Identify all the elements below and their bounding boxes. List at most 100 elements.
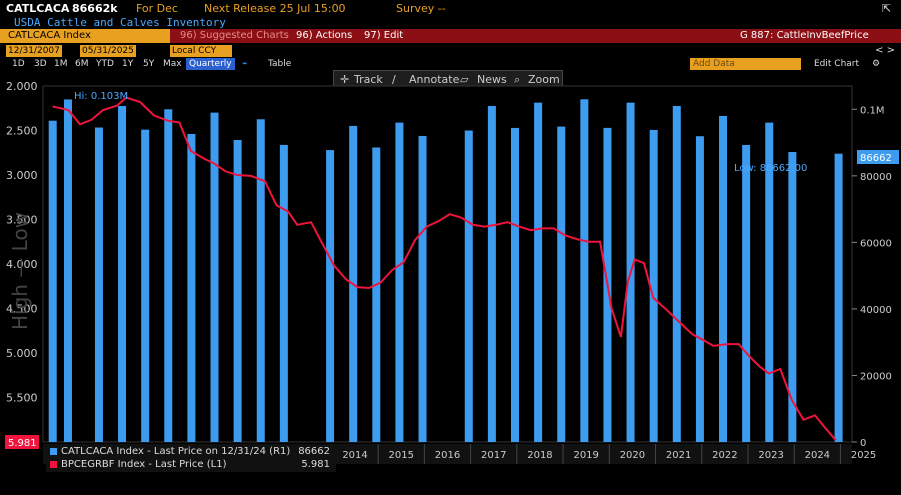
x-tick-7: 2015	[389, 450, 414, 461]
right-tick-3: 40000	[860, 305, 892, 316]
right-tick-5: 0	[860, 438, 866, 449]
x-tick-12: 2020	[620, 450, 645, 461]
chart-type-icon[interactable]: ⌁	[242, 59, 248, 69]
currency-select[interactable]: Local CCY	[170, 45, 232, 57]
table-button[interactable]: Table	[268, 59, 292, 69]
range-3d[interactable]: 3D	[34, 59, 47, 69]
period-label: For Dec	[136, 2, 178, 15]
x-tick-13: 2021	[666, 450, 691, 461]
command-bar: CATLCACA Index 96) Suggested Charts 96) …	[0, 29, 901, 43]
x-tick-6: 2014	[342, 450, 367, 461]
graph-title[interactable]: G 887: CattleInvBeefPrice	[740, 30, 869, 41]
edit-chart-button[interactable]: Edit Chart	[814, 59, 860, 69]
bar-2	[94, 127, 103, 442]
range-1d[interactable]: 1D	[12, 59, 25, 69]
bar-20	[557, 126, 566, 442]
bar-15	[418, 135, 427, 442]
bar-11	[326, 150, 335, 442]
survey-label: Survey --	[396, 2, 446, 15]
legend-value-beef: 5.981	[301, 459, 330, 470]
next-release-label: Next Release 25 Jul 15:00	[204, 2, 346, 15]
right-last-value: 86662	[860, 153, 892, 164]
left-tick-4: 4.000	[6, 258, 38, 271]
bar-25	[672, 105, 681, 442]
track-button[interactable]: Track	[354, 73, 383, 86]
right-tick-2: 60000	[860, 238, 892, 249]
pencil-icon: ∕	[392, 73, 396, 86]
x-tick-11: 2019	[573, 450, 598, 461]
plot-area	[42, 85, 853, 443]
actions-button[interactable]: 96) Actions	[296, 30, 353, 41]
suggested-charts-button[interactable]: 96) Suggested Charts	[180, 30, 289, 41]
bar-16	[464, 130, 473, 442]
left-last-value: 5.981	[8, 438, 37, 449]
line-series	[52, 96, 837, 441]
range-6m[interactable]: 6M	[75, 59, 89, 69]
settings-icon[interactable]: ⚙	[872, 59, 881, 69]
left-axis-title: High — Low	[8, 212, 32, 330]
bar-0	[48, 120, 57, 442]
annotate-button[interactable]: Annotate	[409, 73, 460, 86]
legend-item-cattle[interactable]: CATLCACA Index - Last Price on 12/31/24 …	[50, 445, 332, 458]
left-tick-0: 2.000	[6, 80, 38, 93]
range-ytd[interactable]: YTD	[96, 59, 114, 69]
bar-8	[233, 140, 242, 443]
bar-4	[141, 129, 150, 442]
popout-icon[interactable]: ⇱	[882, 2, 892, 15]
left-tick-1: 2.500	[6, 125, 38, 138]
news-button[interactable]: News	[477, 73, 507, 86]
start-date-field[interactable]: 12/31/2007	[6, 45, 62, 57]
bar-14	[395, 122, 404, 442]
bar-10	[279, 144, 288, 443]
x-tick-8: 2016	[435, 450, 460, 461]
bar-19	[534, 102, 543, 443]
index-field[interactable]: CATLCACA Index	[0, 29, 170, 43]
title-bar: CATLCACA 86662k For Dec Next Release 25 …	[0, 0, 901, 16]
x-tick-10: 2018	[527, 450, 552, 461]
edit-button[interactable]: 97) Edit	[364, 30, 404, 41]
legend-item-beef[interactable]: BPCEGRBF Index - Last Price (L1) 5.981	[50, 458, 332, 471]
bar-5	[164, 109, 173, 442]
legend-value-cattle: 86662	[298, 446, 330, 457]
bar-29	[765, 122, 774, 442]
zoom-button[interactable]: Zoom	[528, 73, 560, 86]
hi-annotation: Hi: 0.103M	[74, 91, 128, 102]
grid	[42, 85, 853, 443]
zoom-icon: ⌕	[514, 73, 521, 86]
x-tick-17: 2025	[851, 450, 876, 461]
legend-swatch-blue	[50, 447, 57, 455]
bar-27	[719, 115, 728, 443]
left-axis: 2.000 2.500 3.000 3.500 4.000 4.500 5.000 5.500	[6, 80, 38, 405]
right-last-badge	[857, 150, 899, 164]
x-tick-14: 2022	[712, 450, 737, 461]
bar-31	[834, 153, 843, 442]
range-5y[interactable]: 5Y	[143, 59, 155, 69]
bar-28	[742, 144, 751, 442]
end-date-field[interactable]: 05/31/2025	[80, 45, 136, 57]
legend-swatch-red	[50, 460, 57, 468]
bar-7	[210, 112, 219, 442]
x-tick-15: 2023	[758, 450, 783, 461]
left-last-badge	[5, 435, 39, 449]
x-tick-9: 2017	[481, 450, 506, 461]
right-tick-4: 20000	[860, 371, 892, 382]
crosshair-icon: ✛	[340, 73, 350, 86]
bar-series	[48, 99, 843, 443]
add-data-field[interactable]: Add Data	[690, 58, 801, 70]
bar-9	[256, 119, 265, 442]
nav-arrows[interactable]: < >	[875, 45, 895, 56]
left-tick-6: 5.000	[6, 347, 38, 360]
ticker-value: 86662k	[72, 2, 118, 15]
legend-label-beef: BPCEGRBF Index - Last Price (L1)	[61, 459, 227, 470]
range-max[interactable]: Max	[163, 59, 182, 69]
ticker-label: CATLCACA	[6, 2, 70, 15]
bar-13	[372, 147, 381, 442]
range-1m[interactable]: 1M	[54, 59, 68, 69]
range-1y[interactable]: 1Y	[122, 59, 134, 69]
frequency-select[interactable]: Quarterly	[186, 58, 235, 70]
left-tick-5: 4.500	[6, 303, 38, 316]
bar-6	[187, 133, 196, 443]
low-annotation: Low: 86662.00	[734, 163, 807, 174]
right-axis: 0.1M 80000 60000 40000 20000 0	[852, 105, 892, 449]
